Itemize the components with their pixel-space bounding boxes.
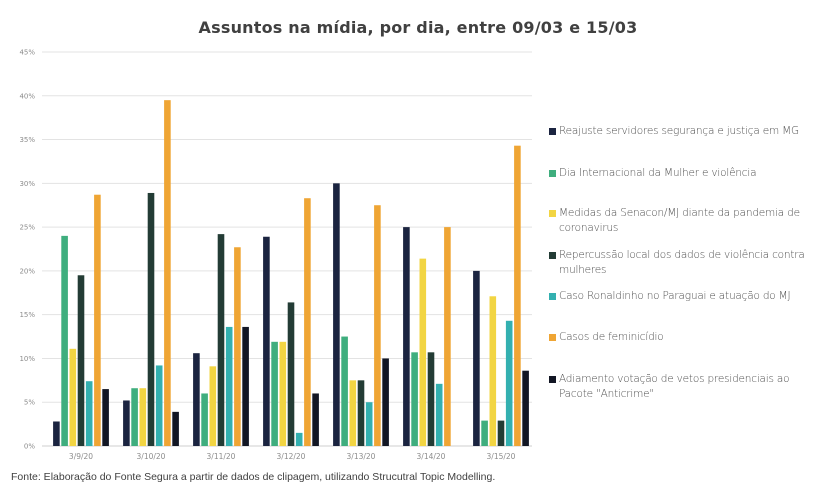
x-tick-label: 3/13/20 [347,452,376,461]
legend-swatch [549,376,556,383]
bar [164,100,171,447]
legend-swatch [549,128,556,135]
y-tick-label: 5% [24,399,35,407]
bar [444,227,451,446]
legend-label: Adiamento votação de vetos presidenciais… [559,373,790,400]
bar [522,370,529,446]
bar [473,270,480,446]
bar [365,402,373,446]
legend-swatch [549,293,556,300]
bar [287,302,295,446]
bar [514,145,521,446]
x-tick-label: 3/12/20 [277,452,306,461]
y-tick-label: 35% [19,136,35,144]
legend-item: Casos de feminicídio [549,330,814,345]
x-tick-label: 3/10/20 [137,452,166,461]
legend-label: Repercussão local dos dados de violência… [559,249,805,276]
bar [279,341,287,446]
bar [193,353,200,446]
bar [419,258,427,446]
x-tick-label: 3/14/20 [417,452,446,461]
bar-chart: 0% 5% 10% 15% 20% 25% 30% 35% 40% 45% 3/9/20 3/10/… [19,49,532,461]
y-tick-label: 45% [19,49,35,57]
legend-item: Dia Internacional da Mulher e violência [549,166,814,181]
bar [341,336,348,446]
y-tick-label: 25% [19,224,35,232]
bar [225,326,233,446]
bar [53,421,60,446]
legend-label: Medidas da Senacon/MJ diante da pandemia… [559,207,800,234]
bar [123,400,130,446]
legend-item: Repercussão local dos dados de violência… [549,248,814,278]
y-tick-label: 40% [19,92,35,100]
bar [435,383,443,446]
bar [172,411,179,446]
legend-item: Adiamento votação de vetos presidenciais… [549,372,814,402]
bar [263,236,270,446]
chart-title: Assuntos na mídia, por dia, entre 09/03 … [198,18,638,37]
legend-swatch [549,252,556,259]
x-axis-ticks: 3/9/20 3/10/20 3/11/20 3/12/20 3/13/20 3/14/2… [69,452,516,461]
bar [234,247,241,446]
bar [242,326,249,446]
bar [411,352,418,446]
legend-item: Medidas da Senacon/MJ diante da pandemia… [549,206,814,236]
source-note: Fonte: Elaboração do Fonte Segura a part… [11,471,496,483]
legend-label: Reajuste servidores segurança e justiça … [559,125,799,137]
bar [201,393,208,446]
bar [333,183,340,447]
y-tick-label: 15% [19,311,35,319]
bar [139,388,147,446]
bars [53,100,529,447]
bar [349,380,357,446]
bar [304,198,311,446]
x-tick-label: 3/15/20 [487,452,516,461]
y-tick-label: 0% [24,443,35,451]
bar [209,366,217,446]
legend-swatch [549,334,556,341]
legend-item: Reajuste servidores segurança e justiça … [549,124,814,139]
bar [271,341,278,446]
x-tick-label: 3/9/20 [69,452,93,461]
bar [403,227,410,446]
bar [481,420,488,446]
legend-label: Dia Internacional da Mulher e violência [559,167,757,179]
grid-lines [42,51,532,447]
bar [61,235,68,446]
bar [312,393,319,446]
bar [131,388,138,446]
bar [217,234,225,446]
bar [94,194,101,446]
bar [147,192,155,446]
bar [374,205,381,446]
bar [85,381,93,446]
legend-label: Caso Ronaldinho no Paraguai e atuação do… [559,290,791,302]
legend-label: Casos de feminicídio [559,331,664,343]
bar [295,432,303,446]
y-tick-label: 20% [19,267,35,275]
bar [102,389,109,446]
y-axis-ticks: 0% 5% 10% 15% 20% 25% 30% 35% 40% 45% [19,49,35,451]
x-tick-label: 3/11/20 [207,452,236,461]
y-tick-label: 30% [19,180,35,188]
bar [382,358,389,446]
y-tick-label: 10% [19,355,35,363]
bar [69,348,77,446]
bar [489,296,497,446]
bar [155,365,163,446]
bar [357,380,365,446]
legend-swatch [549,210,556,217]
bar [427,352,435,446]
bar [505,320,513,446]
legend-swatch [549,170,556,177]
bar [77,275,85,446]
bar [497,420,505,446]
legend-item: Caso Ronaldinho no Paraguai e atuação do… [549,289,814,304]
